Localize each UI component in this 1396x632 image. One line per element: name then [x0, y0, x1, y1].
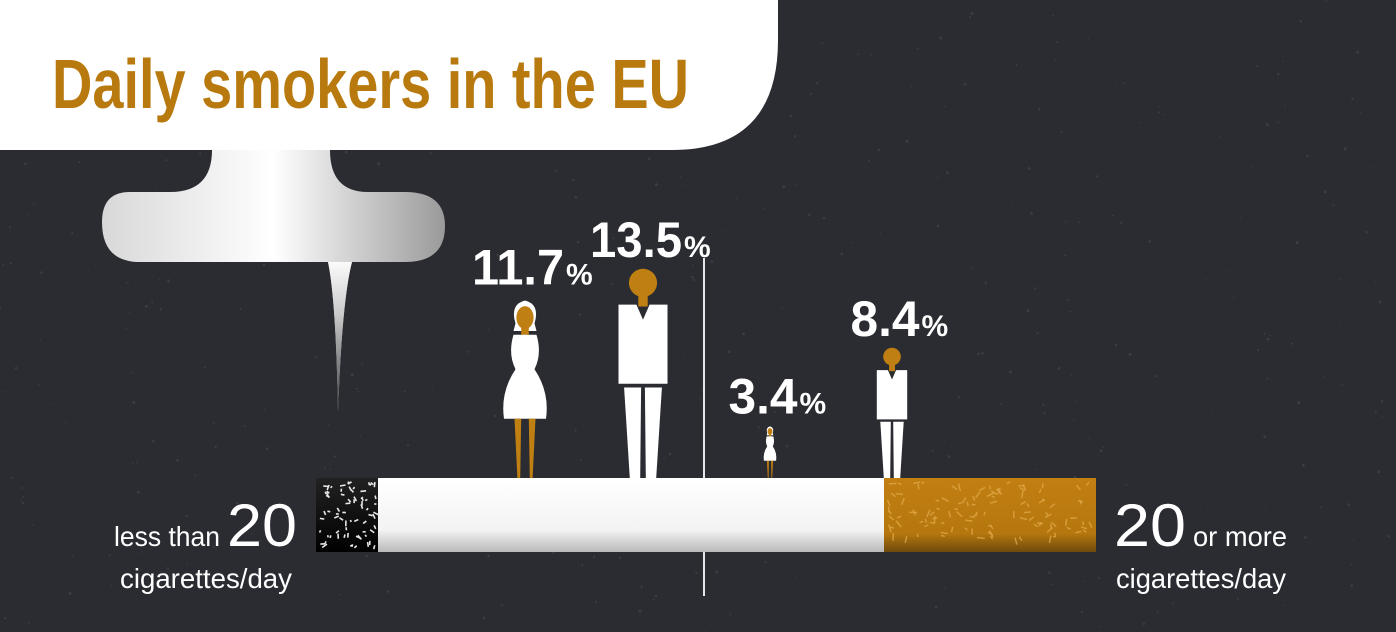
man-icon	[618, 268, 668, 478]
category-number: 20	[227, 492, 297, 559]
cigarette	[316, 478, 1096, 552]
man-icon	[876, 347, 908, 478]
smoke-cloud	[0, 0, 778, 412]
category-label-left: less than 20 cigarettes/day	[114, 492, 297, 594]
chart-marks: 11.7%13.5% 3.4% 8.4%	[472, 212, 948, 478]
woman-icon	[763, 426, 777, 478]
category-unit-text: cigarettes/day	[1116, 563, 1286, 594]
chart-title: Daily smokers in the EU	[52, 45, 689, 123]
category-suffix-text: or more	[1193, 521, 1287, 552]
cigarette-filter	[884, 478, 1096, 552]
category-prefix-text: less than	[114, 521, 220, 552]
category-unit-text: cigarettes/day	[120, 563, 292, 594]
filter-texture	[886, 480, 1093, 545]
category-label-right: 20 or more cigarettes/day	[1114, 492, 1287, 594]
cigarette-paper	[378, 478, 886, 552]
data-label: 13.5%	[590, 212, 711, 268]
data-label: 8.4%	[851, 291, 949, 347]
data-label: 3.4%	[729, 368, 827, 424]
category-number: 20	[1114, 492, 1186, 559]
cigarette-ash	[316, 478, 378, 552]
data-label: 11.7%	[472, 240, 593, 296]
ash-texture	[318, 481, 380, 550]
woman-icon	[503, 300, 547, 478]
